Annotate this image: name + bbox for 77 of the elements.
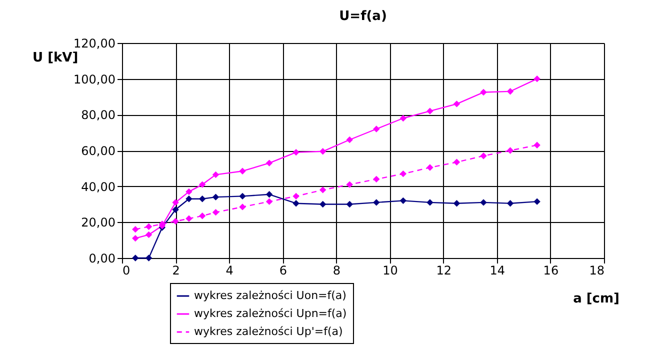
point — [480, 152, 487, 160]
x-tick-label: 14 — [490, 264, 506, 278]
y-axis-title: U [kV] — [32, 50, 78, 66]
point — [346, 200, 353, 208]
y-tick-label: 60,00 — [81, 144, 116, 158]
point — [453, 158, 460, 166]
x-tick-label: 6 — [279, 264, 287, 278]
x-tick-label: 8 — [332, 264, 341, 278]
point — [172, 199, 179, 206]
point — [400, 197, 407, 204]
point — [346, 181, 353, 188]
point — [212, 171, 220, 178]
point — [534, 142, 540, 148]
point — [186, 196, 192, 202]
point — [266, 160, 273, 166]
point — [186, 215, 192, 222]
x-tick-label: 10 — [382, 264, 398, 278]
point — [132, 254, 139, 262]
y-tick-label: 20,00 — [81, 216, 116, 230]
point — [426, 108, 434, 114]
point — [266, 191, 273, 198]
point — [319, 186, 326, 194]
point — [212, 208, 220, 216]
point — [319, 200, 326, 208]
point — [373, 176, 380, 183]
point — [239, 192, 246, 200]
y-tick-label: 100,00 — [74, 72, 116, 86]
point — [426, 199, 434, 206]
point — [319, 148, 326, 155]
point — [292, 200, 300, 207]
legend-label: wykres zależności Up'=f(a) — [194, 325, 343, 338]
point — [346, 136, 353, 144]
point — [534, 198, 540, 205]
y-tick-label: 0,00 — [88, 252, 116, 266]
point — [453, 100, 460, 108]
point — [198, 196, 206, 202]
point — [292, 192, 300, 200]
point — [506, 88, 514, 95]
point — [373, 199, 380, 206]
legend-label: wykres zależności Upn=f(a) — [194, 307, 347, 320]
point — [186, 188, 192, 196]
y-tick-label: 40,00 — [81, 180, 116, 194]
point — [239, 204, 246, 210]
point — [266, 198, 273, 205]
point — [453, 200, 460, 207]
x-tick-label: 18 — [589, 264, 604, 278]
point — [145, 231, 152, 238]
x-axis-title: a [cm] — [573, 292, 620, 306]
point — [239, 168, 246, 174]
x-tick-label: 0 — [122, 264, 130, 278]
point — [373, 126, 380, 132]
point — [212, 194, 220, 200]
point — [400, 114, 407, 122]
y-tick-label: 120,00 — [74, 36, 116, 50]
y-tick-label: 80,00 — [81, 108, 116, 122]
legend-label: wykres zależności Uon=f(a) — [194, 289, 346, 302]
point — [400, 170, 407, 178]
point — [132, 234, 139, 242]
point — [172, 206, 179, 213]
x-tick-label: 16 — [543, 264, 559, 278]
point — [198, 212, 206, 220]
x-tick-label: 4 — [226, 264, 234, 278]
point — [480, 88, 487, 96]
point — [132, 226, 139, 233]
point — [426, 164, 434, 171]
x-tick-label: 2 — [172, 264, 180, 278]
point — [145, 254, 152, 262]
point — [506, 200, 514, 207]
point — [145, 223, 152, 230]
chart-title: U=f(a) — [339, 9, 387, 24]
point — [292, 148, 300, 156]
point — [534, 75, 540, 82]
x-tick-label: 12 — [436, 264, 452, 278]
point — [506, 147, 514, 154]
point — [198, 181, 206, 188]
point — [172, 218, 179, 225]
point — [480, 199, 487, 206]
